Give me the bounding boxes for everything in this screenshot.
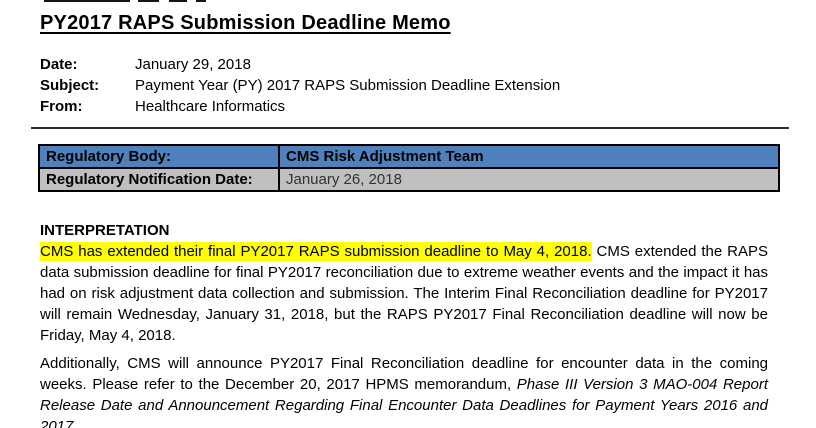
interpretation-paragraph: CMS has extended their final PY2017 RAPS… <box>40 241 768 346</box>
memo-title: PY2017 RAPS Submission Deadline Memo <box>40 12 451 34</box>
subject-value: Payment Year (PY) 2017 RAPS Submission D… <box>135 77 561 94</box>
date-label: Date: <box>40 56 78 73</box>
additional-paragraph: Additionally, CMS will announce PY2017 F… <box>40 353 768 428</box>
from-value: Healthcare Informatics <box>135 98 286 115</box>
meta-row-date: Date: January 29, 2018 <box>40 54 768 75</box>
regulatory-body-value: CMS Risk Adjustment Team <box>278 144 780 169</box>
memo-header-fields: Date: January 29, 2018 Subject: Payment … <box>40 54 768 117</box>
cropped-text-artifact <box>169 0 187 2</box>
regulatory-info-table: Regulatory Body: CMS Risk Adjustment Tea… <box>38 144 780 192</box>
interpretation-heading: INTERPRETATION <box>40 222 170 239</box>
from-label: From: <box>40 98 83 115</box>
subject-label: Subject: <box>40 77 100 94</box>
table-row-regulatory-body: Regulatory Body: CMS Risk Adjustment Tea… <box>38 144 780 169</box>
meta-row-subject: Subject: Payment Year (PY) 2017 RAPS Sub… <box>40 75 768 96</box>
highlighted-sentence: CMS has extended their final PY2017 RAPS… <box>40 242 592 261</box>
cropped-text-artifact <box>138 0 159 2</box>
memorandum-citation: Phase III Version 3 MAO-004 Report Relea… <box>40 376 768 428</box>
notification-date-value: January 26, 2018 <box>278 167 780 192</box>
notification-date-label: Regulatory Notification Date: <box>38 167 280 192</box>
interpretation-body-text: CMS extended the RAPS data submission de… <box>40 243 768 344</box>
table-row-notification-date: Regulatory Notification Date: January 26… <box>38 167 780 192</box>
cropped-text-artifact <box>196 0 206 2</box>
meta-row-from: From: Healthcare Informatics <box>40 96 768 117</box>
cropped-text-artifact <box>44 0 130 2</box>
date-value: January 29, 2018 <box>135 56 251 73</box>
horizontal-divider <box>31 127 789 129</box>
regulatory-body-label: Regulatory Body: <box>38 144 280 169</box>
additional-body-text: Additionally, CMS will announce PY2017 F… <box>40 355 768 393</box>
